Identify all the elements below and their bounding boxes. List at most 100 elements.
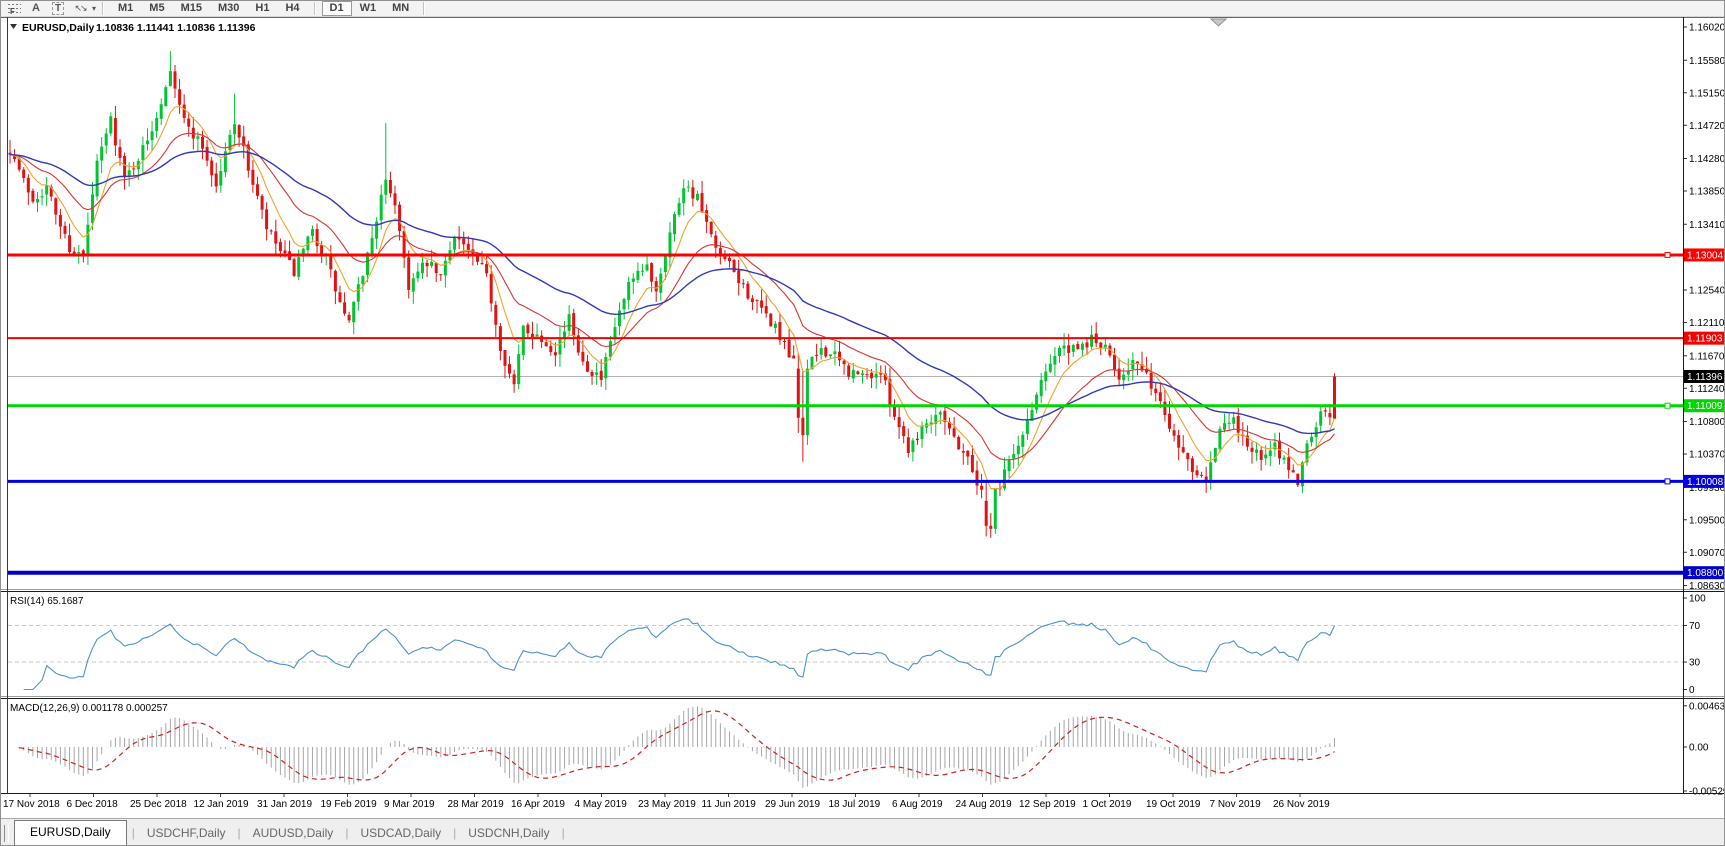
timeframe-button-h1[interactable]: H1 [255, 1, 270, 14]
macd-label: MACD(12,26,9) 0.001178 0.000257 [10, 703, 168, 714]
text-icon-glyph: A [32, 1, 40, 14]
tab-eurusd-daily[interactable]: EURUSD,Daily [14, 820, 127, 846]
date-tick-label: 31 Jan 2019 [257, 799, 312, 810]
timeframe-button-d1[interactable]: D1 [321, 0, 352, 16]
level-price-label [1684, 248, 1725, 262]
macd-axis-label: 0.00 [1689, 743, 1709, 754]
chart-tabs-bar: EURUSD,Daily | USDCHF,Daily | AUDUSD,Daily | U… [0, 818, 1725, 846]
level-price-label [1684, 566, 1725, 580]
timeframe-button-m5[interactable]: M5 [149, 1, 165, 14]
date-tick-label: 12 Sep 2019 [1019, 799, 1076, 810]
svg-text:F: F [10, 7, 15, 15]
price-tick-label: 1.09070 [1689, 548, 1725, 559]
date-tick-label: 6 Dec 2018 [67, 799, 119, 810]
rsi-line [23, 618, 1335, 691]
tab-separator: | [453, 826, 457, 840]
tab-separator: | [345, 826, 349, 840]
chart-shift-marker-icon[interactable] [1209, 18, 1228, 27]
price-tick-label: 1.14720 [1689, 121, 1725, 132]
level-handle-icon[interactable] [1664, 402, 1671, 409]
arrows-icon[interactable]: ↖↘ [71, 1, 89, 16]
date-tick-label: 26 Nov 2019 [1273, 799, 1330, 810]
rsi-label: RSI(14) 65.1687 [10, 596, 84, 607]
timeframe-group: M1 M5 M15 M30 H1 H4 D1 W1 MN [110, 0, 417, 16]
date-tick-label: 23 May 2019 [638, 799, 696, 810]
rsi-axis-label: 30 [1689, 658, 1701, 669]
price-tick-label: 1.14280 [1689, 154, 1725, 165]
tabbar-grip-icon[interactable] [4, 825, 9, 842]
price-tick-label: 1.15150 [1689, 88, 1725, 99]
rsi-axis-label: 0 [1689, 685, 1695, 696]
chart-canvas: 1.16020 1.15580 1.15150 1.14720 1.14280 1.138… [0, 17, 1725, 818]
macd-axis-label: -0.00529 [1689, 787, 1725, 798]
level-price-label [1684, 399, 1725, 413]
price-tick-label: 1.13850 [1689, 187, 1725, 198]
chart-tabs: EURUSD,Daily | USDCHF,Daily | AUDUSD,Daily | U… [14, 820, 566, 846]
svg-text:1.13004: 1.13004 [1687, 250, 1724, 261]
level-handle-icon[interactable] [1664, 251, 1671, 258]
timeframe-button-m30[interactable]: M30 [217, 1, 240, 14]
current-price-label [1684, 369, 1725, 383]
price-tick-label: 1.15580 [1689, 56, 1725, 67]
tab-usdcad-daily[interactable]: USDCAD,Daily [360, 826, 442, 840]
svg-text:1.08800: 1.08800 [1687, 568, 1724, 579]
level-price-label [1684, 331, 1725, 345]
date-tick-label: 25 Dec 2018 [130, 799, 187, 810]
toolbar-separator [102, 1, 105, 15]
rsi-axis-label: 70 [1689, 621, 1701, 632]
text-label-icon[interactable]: T [49, 1, 67, 16]
price-tick-label: 1.13410 [1689, 220, 1725, 231]
date-tick-label: 29 Jun 2019 [765, 799, 820, 810]
tab-separator: | [237, 826, 241, 840]
date-tick-label: 17 Nov 2018 [3, 799, 60, 810]
timeframe-button-h4[interactable]: H4 [285, 1, 300, 14]
date-axis: 17 Nov 2018 6 Dec 2018 25 Dec 2018 12 Jan 2… [3, 793, 1330, 810]
level-handle-icon[interactable] [1664, 478, 1671, 485]
date-tick-label: 24 Aug 2019 [956, 799, 1013, 810]
toolbar-separator [313, 1, 316, 15]
arrows-dropdown-caret-icon[interactable]: ▾ [92, 3, 97, 13]
text-icon[interactable]: A [27, 1, 45, 16]
price-tick-label: 1.12110 [1689, 318, 1725, 329]
price-tick-label: 1.11670 [1689, 351, 1725, 362]
timeframe-button-m1[interactable]: M1 [118, 1, 134, 14]
date-tick-label: 4 May 2019 [575, 799, 628, 810]
fibonacci-icon[interactable]: F [5, 1, 23, 16]
date-tick-label: 6 Aug 2019 [892, 799, 943, 810]
date-tick-label: 19 Oct 2019 [1146, 799, 1201, 810]
tab-separator: | [561, 826, 565, 840]
timeframe-button-mn[interactable]: MN [392, 1, 410, 14]
tab-usdchf-daily[interactable]: USDCHF,Daily [146, 826, 226, 840]
date-tick-label: 18 Jul 2019 [829, 799, 881, 810]
date-tick-label: 16 Apr 2019 [511, 799, 565, 810]
date-tick-label: 19 Feb 2019 [321, 799, 378, 810]
date-tick-label: 11 Jun 2019 [702, 799, 757, 810]
price-tick-label: 1.10800 [1689, 417, 1725, 428]
svg-text:1.11903: 1.11903 [1687, 334, 1723, 345]
tab-usdcnh-daily[interactable]: USDCNH,Daily [468, 826, 550, 840]
date-tick-label: 9 Mar 2019 [384, 799, 435, 810]
arrows-icon-glyph: ↖↘ [74, 2, 87, 13]
ma-slow-line [9, 150, 1335, 435]
price-tick-label: 1.16020 [1689, 23, 1725, 34]
price-tick-label: 1.10370 [1689, 450, 1725, 461]
date-tick-label: 1 Oct 2019 [1083, 799, 1132, 810]
toolbar-separator [423, 1, 426, 15]
ma-fast-line [9, 106, 1336, 490]
svg-text:1.10008: 1.10008 [1687, 477, 1724, 488]
timeframe-button-m15[interactable]: M15 [180, 1, 202, 14]
collapse-arrow-icon[interactable] [10, 24, 17, 29]
tab-separator: | [131, 826, 135, 840]
drawing-tools-group: F A T ↖↘ ▾ [3, 1, 96, 16]
timeframe-button-w1[interactable]: W1 [359, 1, 377, 14]
macd-axis-label: 0.00463 [1689, 701, 1725, 712]
macd-histogram [18, 706, 1335, 788]
price-tick-label: 1.12540 [1689, 286, 1725, 297]
tab-audusd-daily[interactable]: AUDUSD,Daily [252, 826, 334, 840]
date-tick-label: 12 Jan 2019 [194, 799, 249, 810]
price-tick-label: 1.11240 [1689, 384, 1725, 395]
svg-text:1.11009: 1.11009 [1687, 401, 1723, 412]
macd-signal-line [19, 710, 1335, 781]
level-price-label [1684, 474, 1725, 488]
date-tick-label: 28 Mar 2019 [448, 799, 505, 810]
